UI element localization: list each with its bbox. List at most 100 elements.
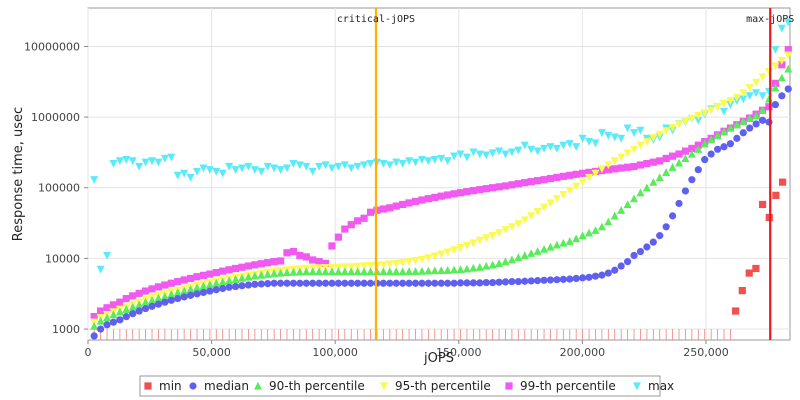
median-point bbox=[264, 279, 272, 288]
p90-point bbox=[604, 217, 613, 226]
median-point bbox=[225, 283, 233, 291]
median-point bbox=[527, 277, 535, 285]
p99-point bbox=[553, 173, 561, 182]
p90-point bbox=[784, 64, 793, 73]
max-point bbox=[231, 166, 240, 174]
p95-point bbox=[597, 165, 606, 174]
p99-point bbox=[129, 292, 137, 300]
p99-point bbox=[328, 242, 336, 250]
p90-point bbox=[591, 226, 600, 234]
p99-point bbox=[174, 277, 182, 286]
median-point bbox=[514, 277, 522, 286]
p99-point bbox=[681, 147, 690, 155]
p90-point bbox=[675, 158, 684, 167]
p99-point bbox=[180, 276, 188, 284]
marker-label: max-jOPS bbox=[746, 14, 794, 25]
median-point bbox=[463, 279, 471, 287]
max-point bbox=[488, 149, 497, 158]
median-point bbox=[219, 284, 227, 293]
max-point bbox=[462, 153, 471, 162]
max-point bbox=[597, 129, 606, 137]
legend-label-min: min bbox=[159, 379, 182, 393]
p95-point bbox=[713, 103, 722, 111]
p90-point bbox=[700, 139, 709, 148]
p90-point bbox=[327, 267, 336, 276]
max-point bbox=[758, 92, 767, 101]
p90-point bbox=[122, 305, 131, 313]
p90-point bbox=[193, 283, 202, 292]
p90-point bbox=[128, 302, 137, 311]
max-point bbox=[154, 158, 163, 167]
p99-point bbox=[643, 159, 651, 168]
p99-point bbox=[572, 170, 580, 178]
median-point bbox=[617, 262, 625, 270]
median-point bbox=[257, 280, 265, 288]
median-point bbox=[161, 298, 169, 306]
p90-point bbox=[610, 211, 619, 220]
median-point bbox=[328, 279, 336, 287]
y-tick-label: 10000000 bbox=[24, 40, 80, 53]
median-point bbox=[733, 134, 741, 142]
p90-point bbox=[180, 286, 189, 295]
p99-point bbox=[546, 174, 555, 183]
p95-point bbox=[469, 239, 478, 248]
median-point bbox=[495, 278, 503, 286]
p90-point bbox=[758, 106, 767, 114]
max-point bbox=[424, 157, 433, 166]
median-point bbox=[379, 279, 387, 287]
p90-point bbox=[514, 253, 523, 262]
p99-point bbox=[302, 253, 310, 261]
p95-point bbox=[392, 259, 401, 268]
median-point bbox=[180, 293, 188, 301]
x-tick-label: 200,000 bbox=[560, 346, 606, 359]
p95-point bbox=[353, 262, 362, 271]
p90-point bbox=[662, 168, 671, 176]
p90-point bbox=[250, 271, 259, 280]
median-point bbox=[668, 212, 677, 220]
median-point bbox=[450, 279, 458, 287]
max-point bbox=[405, 157, 414, 166]
median-point bbox=[238, 282, 246, 290]
max-point bbox=[777, 24, 786, 33]
p95-point bbox=[488, 232, 497, 240]
p90-point bbox=[141, 297, 150, 306]
p99-point bbox=[206, 270, 214, 278]
x-tick-label: 0 bbox=[85, 346, 92, 359]
legend-label-median: median bbox=[204, 379, 249, 393]
p90-point bbox=[687, 149, 696, 158]
max-point bbox=[495, 147, 504, 156]
median-point bbox=[694, 166, 702, 174]
median-point bbox=[366, 279, 375, 287]
legend-label-p90: 90-th percentile bbox=[269, 379, 365, 393]
p99-point bbox=[289, 247, 298, 256]
p95-point bbox=[540, 203, 549, 212]
legend: min median 90-th percentile 95-th percentil… bbox=[144, 379, 674, 393]
median-point bbox=[109, 318, 118, 326]
p99-point bbox=[534, 177, 542, 185]
median-point bbox=[701, 156, 709, 164]
max-point bbox=[141, 158, 150, 167]
median-point bbox=[489, 278, 497, 287]
max-point bbox=[212, 167, 221, 176]
p90-point bbox=[707, 135, 716, 144]
max-point bbox=[527, 145, 536, 154]
max-point bbox=[450, 152, 459, 161]
median-point bbox=[758, 116, 767, 124]
p95-point bbox=[578, 178, 587, 187]
p95-point bbox=[482, 234, 491, 243]
p90-point bbox=[462, 264, 471, 273]
y-tick-label: 1000000 bbox=[31, 111, 80, 124]
p99-point bbox=[90, 313, 98, 321]
p99-point bbox=[154, 283, 163, 291]
max-point bbox=[353, 162, 362, 171]
p90-point bbox=[154, 293, 163, 302]
max-point bbox=[263, 162, 272, 171]
p99-point bbox=[399, 200, 407, 209]
median-point bbox=[90, 332, 98, 340]
p99-point bbox=[469, 187, 477, 195]
p95-point bbox=[707, 106, 716, 115]
p99-point bbox=[257, 260, 265, 268]
p95-point bbox=[758, 73, 767, 82]
legend-label-p95: 95-th percentile bbox=[395, 379, 491, 393]
p99-point bbox=[148, 285, 156, 293]
